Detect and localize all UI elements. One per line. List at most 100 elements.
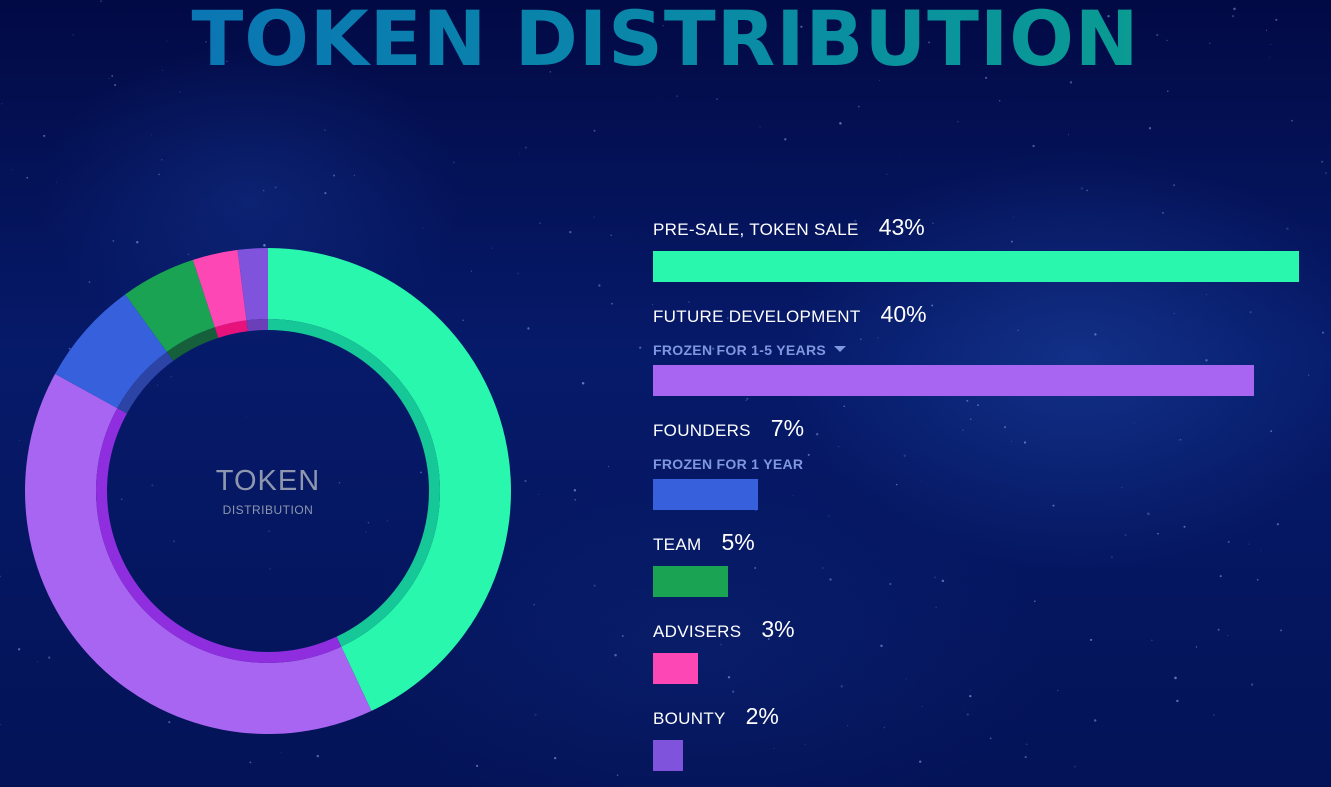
star bbox=[519, 153, 520, 155]
star bbox=[1227, 634, 1229, 636]
donut-slice-inner-band bbox=[166, 327, 219, 361]
star bbox=[1176, 699, 1179, 703]
star bbox=[815, 432, 819, 436]
star bbox=[932, 222, 934, 224]
star bbox=[1148, 127, 1152, 130]
star bbox=[1010, 240, 1013, 243]
star bbox=[1110, 555, 1114, 559]
star bbox=[1276, 523, 1279, 526]
star bbox=[179, 91, 182, 93]
star bbox=[1280, 629, 1282, 632]
star bbox=[746, 397, 749, 400]
star bbox=[554, 756, 557, 760]
star bbox=[1003, 426, 1007, 429]
legend-percent: 7% bbox=[770, 415, 805, 441]
donut-chart bbox=[24, 248, 511, 734]
star bbox=[886, 173, 888, 175]
star bbox=[1121, 486, 1123, 488]
legend-bar bbox=[653, 365, 1254, 396]
star bbox=[158, 173, 160, 176]
star bbox=[889, 582, 892, 586]
star bbox=[1183, 525, 1186, 528]
caret-down-icon[interactable] bbox=[834, 346, 846, 352]
legend-label: BOUNTY bbox=[653, 709, 726, 728]
star bbox=[353, 174, 355, 176]
star bbox=[931, 304, 934, 307]
star bbox=[1167, 90, 1169, 92]
star bbox=[573, 489, 577, 492]
star bbox=[1161, 211, 1164, 214]
star bbox=[963, 706, 965, 708]
star bbox=[1195, 646, 1198, 648]
star bbox=[43, 134, 46, 137]
star bbox=[316, 754, 320, 758]
star bbox=[1256, 578, 1259, 581]
star bbox=[935, 606, 937, 608]
star bbox=[1133, 422, 1135, 424]
star bbox=[829, 578, 832, 581]
star bbox=[1094, 333, 1097, 336]
star bbox=[639, 346, 642, 349]
star bbox=[593, 216, 595, 218]
donut-slice bbox=[55, 294, 167, 409]
star bbox=[1174, 676, 1177, 680]
page-title: TOKEN DISTRIBUTION bbox=[0, 0, 1331, 84]
star bbox=[839, 122, 842, 125]
frozen-note: FROZEN FOR 1 YEAR bbox=[653, 456, 803, 472]
star bbox=[1321, 160, 1324, 163]
star bbox=[920, 481, 922, 483]
star bbox=[1032, 144, 1035, 148]
frozen-note[interactable]: FROZEN FOR 1-5 YEARS bbox=[653, 342, 846, 358]
star bbox=[1151, 639, 1153, 641]
star bbox=[804, 743, 806, 745]
star bbox=[1011, 440, 1012, 442]
star bbox=[1219, 575, 1222, 578]
star bbox=[1093, 719, 1097, 722]
star bbox=[919, 760, 922, 763]
star bbox=[280, 752, 282, 754]
star bbox=[1179, 439, 1182, 441]
legend-label: PRE-SALE, TOKEN SALE bbox=[653, 220, 859, 239]
star bbox=[883, 726, 886, 729]
star bbox=[1157, 532, 1159, 535]
star bbox=[720, 643, 722, 646]
star bbox=[754, 567, 757, 569]
star bbox=[581, 382, 585, 385]
star bbox=[941, 579, 945, 583]
star bbox=[895, 483, 898, 486]
star bbox=[792, 495, 794, 497]
star bbox=[822, 567, 824, 569]
star bbox=[598, 284, 601, 287]
legend-bar bbox=[653, 566, 729, 597]
star bbox=[1057, 690, 1059, 692]
star bbox=[1260, 550, 1262, 552]
star bbox=[1086, 189, 1088, 192]
star bbox=[847, 725, 849, 727]
star bbox=[151, 134, 153, 136]
star bbox=[1249, 311, 1252, 314]
legend-percent: 5% bbox=[721, 529, 755, 555]
star bbox=[732, 690, 735, 693]
star bbox=[26, 176, 29, 179]
legend-percent: 3% bbox=[761, 616, 795, 642]
donut-center-sublabel: DISTRIBUTION bbox=[222, 503, 314, 517]
star bbox=[857, 105, 860, 108]
star bbox=[905, 678, 907, 680]
star bbox=[1270, 430, 1273, 433]
star bbox=[569, 230, 572, 234]
star bbox=[989, 737, 992, 740]
star bbox=[1173, 184, 1175, 186]
star bbox=[966, 713, 969, 716]
star bbox=[1025, 743, 1028, 746]
donut-slice-inner-band bbox=[117, 351, 174, 414]
star bbox=[1124, 534, 1127, 536]
star bbox=[843, 405, 846, 408]
star bbox=[773, 747, 775, 750]
star bbox=[921, 706, 923, 708]
star bbox=[1250, 683, 1254, 686]
donut-slice bbox=[268, 248, 511, 711]
donut-slice bbox=[237, 248, 268, 321]
star bbox=[114, 83, 117, 87]
star bbox=[1024, 756, 1027, 759]
donut-slice bbox=[24, 373, 372, 734]
